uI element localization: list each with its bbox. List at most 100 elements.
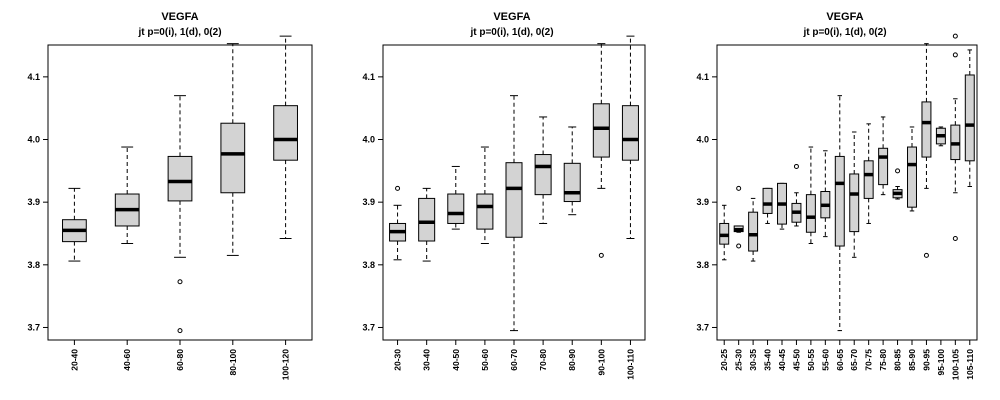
- x-tick-label: 60-65: [835, 349, 845, 371]
- y-tick-label: 3.8: [362, 260, 375, 270]
- y-tick-label: 3.9: [362, 197, 375, 207]
- outlier-point: [177, 328, 183, 334]
- x-tick-label: 20-30: [393, 349, 403, 371]
- x-tick-label: 50-55: [806, 349, 816, 371]
- box-iqr: [563, 162, 581, 203]
- x-tick-label: 90-100: [596, 349, 606, 376]
- box-iqr: [621, 105, 639, 161]
- box-30-40: [418, 187, 436, 262]
- box-iqr: [964, 74, 975, 162]
- box-iqr: [167, 155, 193, 202]
- box-55-60: [820, 150, 831, 238]
- box-50-60: [476, 146, 494, 245]
- box-50-55: [805, 146, 816, 245]
- box-iqr: [805, 194, 816, 233]
- box-80-90: [563, 126, 581, 216]
- x-tick-label: 55-60: [820, 349, 830, 371]
- chart-title: VEGFA: [493, 11, 530, 23]
- x-tick-label: 65-70: [849, 349, 859, 371]
- outlier-point: [952, 33, 958, 39]
- box-70-75: [863, 123, 874, 224]
- x-tick-label: 95-100: [936, 349, 946, 376]
- chart-title: VEGFA: [826, 11, 863, 23]
- outlier-point: [598, 252, 604, 258]
- box-iqr: [447, 193, 465, 224]
- x-tick-label: 60-80: [175, 349, 185, 371]
- outlier-point: [177, 279, 183, 285]
- box-60-65: [834, 95, 845, 332]
- y-tick-label: 4.0: [362, 135, 375, 145]
- y-tick-label: 4.1: [27, 72, 40, 82]
- box-70-80: [534, 116, 552, 224]
- box-20-25: [719, 204, 730, 261]
- box-100-105: [950, 33, 961, 242]
- outlier-point: [923, 252, 929, 258]
- box-iqr: [878, 147, 889, 186]
- y-tick-label: 3.7: [27, 322, 40, 332]
- box-iqr: [505, 162, 523, 238]
- outlier-point: [952, 236, 958, 242]
- outlier-point: [395, 185, 401, 191]
- chart-title: VEGFA: [161, 11, 198, 23]
- box-iqr: [476, 193, 494, 230]
- box-60-70: [505, 95, 523, 332]
- y-tick-label: 3.9: [696, 197, 709, 207]
- chart-subtitle: jt p=0(i), 1(d), 0(2): [802, 27, 886, 38]
- x-tick-label: 60-70: [509, 349, 519, 371]
- box-40-50: [447, 165, 465, 230]
- x-tick-label: 70-75: [864, 349, 874, 371]
- x-tick-label: 20-40: [69, 349, 79, 371]
- chart-subtitle: jt p=0(i), 1(d), 0(2): [469, 27, 553, 38]
- x-tick-label: 85-90: [907, 349, 917, 371]
- x-tick-label: 100-110: [625, 349, 635, 380]
- box-90-95: [921, 43, 932, 258]
- y-tick-label: 4.1: [696, 72, 709, 82]
- y-tick-label: 3.8: [696, 260, 709, 270]
- y-tick-label: 3.7: [362, 322, 375, 332]
- box-iqr: [534, 154, 552, 196]
- box-35-40: [762, 187, 773, 224]
- box-iqr: [849, 173, 860, 233]
- box-80-100: [220, 43, 246, 256]
- box-iqr: [762, 187, 773, 214]
- x-tick-label: 25-30: [734, 349, 744, 371]
- x-tick-label: 80-90: [567, 349, 577, 371]
- box-iqr: [273, 105, 298, 161]
- box-20-40: [62, 187, 87, 262]
- box-80-85: [892, 168, 903, 200]
- x-tick-label: 90-95: [921, 349, 931, 371]
- box-45-50: [791, 163, 802, 227]
- box-25-30: [733, 185, 744, 249]
- box-65-70: [849, 131, 860, 258]
- y-tick-label: 3.9: [27, 197, 40, 207]
- x-tick-label: 45-50: [791, 349, 801, 371]
- box-85-90: [907, 126, 917, 212]
- chart-panel-3: VEGFA jt p=0(i), 1(d), 0(2) 3.7 3.8 3.9 4.0 4.…: [696, 11, 978, 380]
- y-tick-label: 4.0: [696, 135, 709, 145]
- x-tick-label: 75-80: [878, 349, 888, 371]
- x-tick-label: 40-50: [451, 349, 461, 371]
- chart-panel-2: VEGFA jt p=0(i), 1(d), 0(2) 3.7 3.8 3.9 4.0 4.…: [362, 11, 646, 380]
- y-tick-label: 4.0: [27, 135, 40, 145]
- x-tick-label: 35-40: [763, 349, 773, 371]
- outlier-point: [793, 163, 799, 169]
- x-tick-label: 50-60: [480, 349, 490, 371]
- box-iqr: [921, 101, 932, 158]
- x-tick-label: 100-120: [281, 349, 291, 380]
- box-30-35: [748, 197, 759, 262]
- box-iqr: [907, 146, 917, 208]
- y-tick-label: 4.1: [362, 72, 375, 82]
- chart-panel-1: VEGFA jt p=0(i), 1(d), 0(2) 3.7 3.8 3.9 4.0 4.…: [27, 11, 313, 380]
- box-40-60: [114, 146, 140, 245]
- x-tick-label: 100-105: [950, 349, 960, 380]
- outlier-point: [895, 168, 901, 174]
- x-tick-label: 80-85: [893, 349, 903, 371]
- box-90-100: [592, 43, 610, 258]
- box-60-80: [167, 95, 193, 334]
- box-75-80: [878, 116, 889, 196]
- x-tick-label: 30-40: [422, 349, 432, 371]
- y-tick-label: 3.8: [27, 260, 40, 270]
- x-tick-label: 20-25: [719, 349, 729, 371]
- x-tick-label: 30-35: [748, 349, 758, 371]
